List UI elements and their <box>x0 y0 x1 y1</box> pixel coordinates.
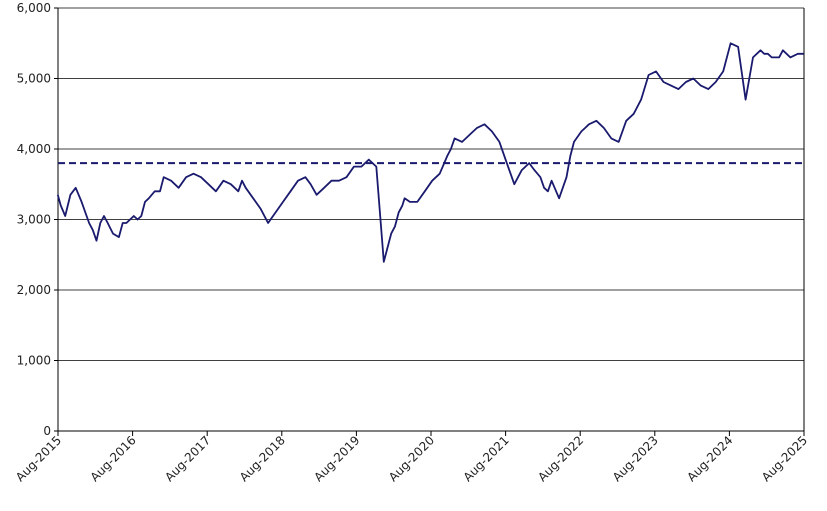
x-tick-label: Aug-2023 <box>610 433 661 484</box>
y-tick-label: 6,000 <box>17 1 51 15</box>
y-tick-label: 4,000 <box>17 142 51 156</box>
x-tick-label: Aug-2021 <box>461 433 512 484</box>
x-tick-label: Aug-2017 <box>162 433 213 484</box>
y-tick-label: 5,000 <box>17 72 51 86</box>
y-tick-label: 1,000 <box>17 354 51 368</box>
y-tick-label: 2,000 <box>17 283 51 297</box>
y-tick-label: 0 <box>43 424 51 438</box>
series-line <box>56 42 804 263</box>
x-tick-label: Aug-2016 <box>88 433 139 484</box>
x-tick-label: Aug-2025 <box>759 433 810 484</box>
gridlines <box>58 7 804 361</box>
x-tick-label: Aug-2015 <box>13 433 64 484</box>
series-layer <box>56 42 804 263</box>
x-tick-label: Aug-2024 <box>684 433 735 484</box>
x-tick-label: Aug-2022 <box>535 433 586 484</box>
y-axis-ticks: 0 1,000 2,000 3,000 4,000 5,000 6,000 <box>17 1 58 438</box>
y-tick-label: 3,000 <box>17 213 51 227</box>
x-tick-label: Aug-2020 <box>386 433 437 484</box>
x-axis-ticks: Aug-2015 Aug-2016 Aug-2017 Aug-2018 Aug-2019… <box>13 431 810 484</box>
x-tick-label: Aug-2018 <box>237 433 288 484</box>
x-tick-label: Aug-2019 <box>311 433 362 484</box>
